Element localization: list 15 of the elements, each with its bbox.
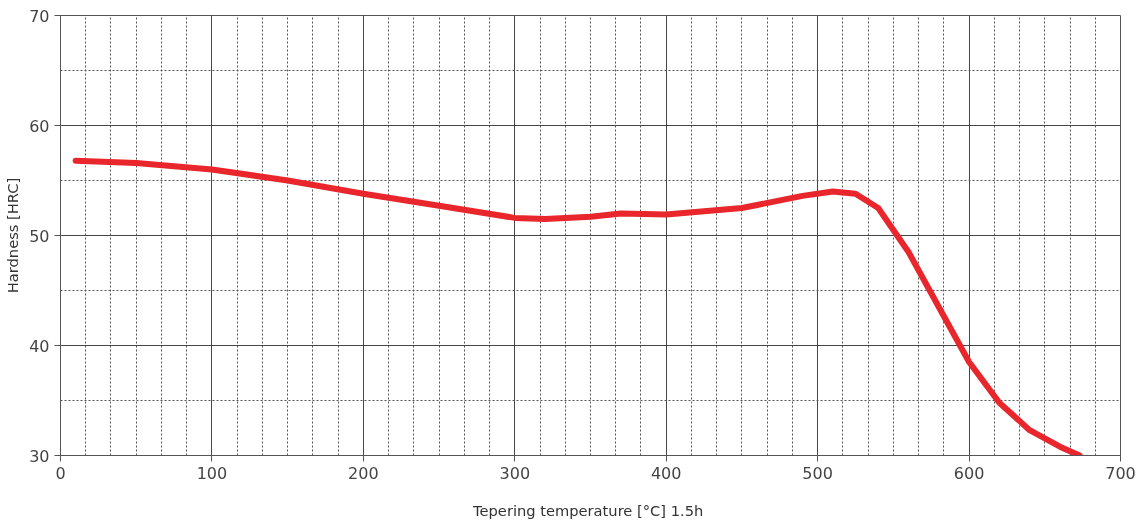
y-tick-label: 60: [29, 116, 50, 136]
y-tick-label: 30: [29, 446, 50, 466]
y-tick-label: 50: [29, 226, 50, 246]
x-tick-label: 700: [1105, 463, 1136, 483]
x-tick-label: 600: [953, 463, 985, 483]
x-tick-label: 0: [55, 463, 66, 483]
x-tick-label: 400: [650, 463, 682, 483]
y-axis-title: Hardness [HRC]: [4, 177, 22, 294]
x-tick-label: 500: [802, 463, 833, 483]
y-tick-label: 40: [29, 336, 50, 356]
x-axis-title: Tepering temperature [°C] 1.5h: [472, 501, 704, 519]
y-tick-label: 70: [29, 6, 50, 26]
x-tick-label: 300: [499, 463, 531, 483]
x-tick-label: 100: [196, 463, 228, 483]
x-tick-label: 200: [348, 463, 379, 483]
